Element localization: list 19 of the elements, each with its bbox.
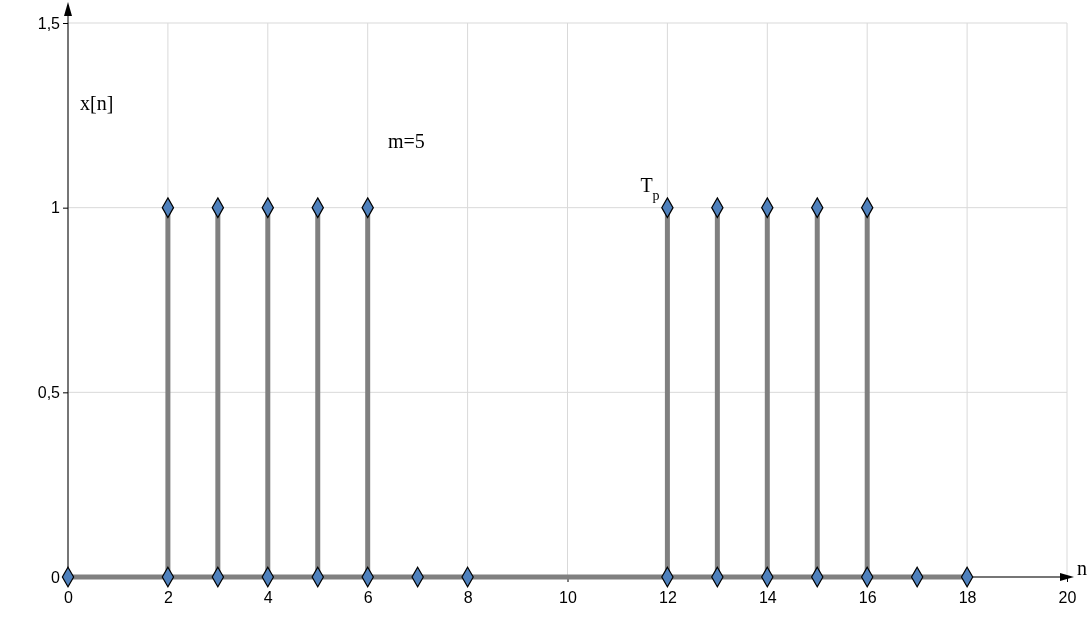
x-tick-label: 18 [958, 588, 977, 606]
y-tick-label: 0,5 [37, 383, 61, 401]
x-tick-label: 2 [163, 588, 173, 606]
x-tick-label: 8 [463, 588, 473, 606]
x-axis-title: n [1077, 557, 1087, 579]
x-tick-label: 14 [758, 588, 777, 606]
x-tick-label: 12 [659, 588, 677, 606]
y-tick-label: 1 [51, 199, 61, 217]
y-axis-title: x[n] [80, 92, 114, 114]
x-tick-label: 20 [1058, 588, 1077, 606]
x-tick-label: 4 [263, 588, 273, 606]
y-tick-label: 1,5 [37, 14, 61, 32]
x-tick-label: 16 [858, 588, 877, 606]
x-tick-label: 0 [64, 588, 74, 606]
x-tick-label: 10 [559, 588, 577, 606]
annotation: T$_{p}$ [640, 173, 660, 203]
x-tick-label: 6 [363, 588, 373, 606]
y-tick-label: 0 [51, 568, 61, 586]
annotation: m=5 [388, 130, 425, 152]
